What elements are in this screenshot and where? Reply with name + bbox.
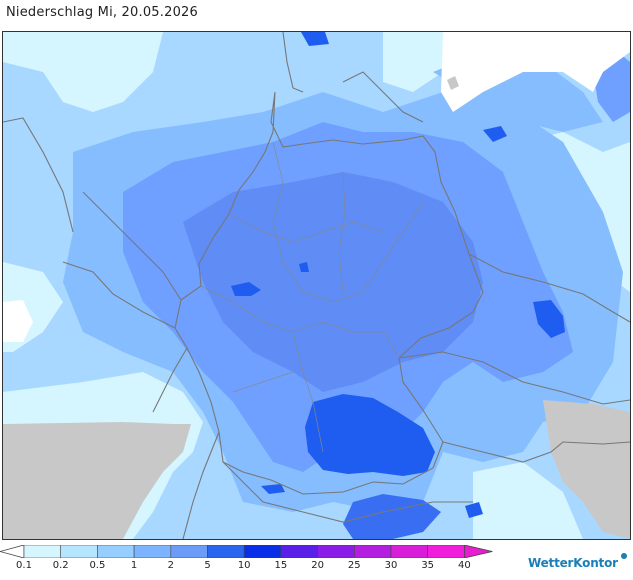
no-data-southeast bbox=[543, 400, 630, 539]
map-title: Niederschlag Mi, 20.05.2026 bbox=[6, 5, 198, 20]
legend-label: 40 bbox=[458, 560, 471, 571]
legend-swatch bbox=[60, 545, 98, 558]
region-lightest-baltic bbox=[383, 32, 443, 92]
heavy-rain-east bbox=[533, 300, 565, 338]
heavy-rain-north bbox=[301, 32, 329, 46]
state-border-6 bbox=[232, 371, 294, 393]
region-lightest-southeast bbox=[473, 462, 583, 539]
no-data-baltic bbox=[441, 32, 630, 112]
legend-swatch bbox=[317, 545, 355, 558]
legend-swatch bbox=[427, 545, 465, 558]
state-border-3 bbox=[200, 285, 400, 359]
legend-label: 5 bbox=[204, 560, 211, 571]
legend-swatch bbox=[243, 545, 282, 558]
brand-logo-text: WetterKontor bbox=[528, 556, 618, 570]
legend-swatch bbox=[170, 545, 208, 558]
legend-swatch bbox=[390, 545, 429, 558]
legend-label: 25 bbox=[347, 560, 361, 571]
border-poland-czech bbox=[468, 253, 630, 323]
legend-swatch bbox=[97, 545, 135, 558]
legend-label: 20 bbox=[311, 560, 324, 571]
heavy-rain-baltic bbox=[483, 126, 507, 142]
state-borders bbox=[200, 141, 424, 453]
border-france-switzerland bbox=[182, 431, 220, 539]
legend-swatch bbox=[207, 545, 245, 558]
legend-label: 10 bbox=[237, 560, 251, 571]
border-luxembourg bbox=[152, 347, 188, 413]
heavy-rain-austria bbox=[465, 502, 483, 518]
heavy-rain-southwest bbox=[261, 484, 285, 494]
state-border-1 bbox=[272, 141, 424, 303]
brand-mark-icon bbox=[621, 553, 627, 559]
precipitation-map bbox=[2, 31, 631, 540]
legend-swatch bbox=[353, 545, 392, 558]
border-denmark bbox=[282, 32, 304, 93]
legend-arrow-high bbox=[463, 545, 493, 558]
heavy-rain-bavaria bbox=[305, 394, 435, 476]
legend-label: 0.5 bbox=[89, 560, 106, 571]
legend-arrow-low bbox=[0, 545, 25, 558]
border-netherlands bbox=[82, 191, 182, 301]
legend-label: 2 bbox=[167, 560, 174, 571]
legend-label: 30 bbox=[384, 560, 398, 571]
legend-swatch bbox=[133, 545, 172, 558]
border-czech-austria bbox=[398, 351, 630, 405]
no-data-southwest bbox=[3, 422, 191, 539]
legend-label: 0.1 bbox=[16, 560, 32, 571]
legend-label: 1 bbox=[130, 560, 138, 571]
heavy-rain-central bbox=[231, 282, 261, 296]
island-grey bbox=[447, 76, 459, 90]
precipitation-map-canvas bbox=[3, 32, 630, 539]
heavy-rain-small bbox=[299, 262, 309, 272]
region-lightest-northwest bbox=[3, 32, 163, 112]
legend-label: 0.2 bbox=[52, 560, 69, 571]
legend-color-bar bbox=[0, 545, 493, 558]
region-core bbox=[183, 172, 483, 392]
coastline-west bbox=[3, 117, 74, 233]
precipitation-legend: 0.1 0.2 0.5 1 2 5 10 15 20 25 30 35 40 bbox=[0, 543, 633, 580]
country-borders bbox=[3, 32, 630, 539]
legend-swatch bbox=[23, 545, 62, 558]
state-border-2 bbox=[228, 213, 384, 243]
state-border-4 bbox=[338, 171, 346, 293]
legend-labels: 0.1 0.2 0.5 1 2 5 10 15 20 25 30 35 40 bbox=[0, 560, 505, 574]
coastline-baltic bbox=[342, 71, 424, 123]
border-belgium bbox=[62, 261, 176, 329]
border-germany bbox=[174, 91, 484, 495]
state-border-5 bbox=[292, 331, 324, 453]
legend-swatch bbox=[280, 545, 318, 558]
legend-label: 15 bbox=[274, 560, 288, 571]
border-alps bbox=[222, 461, 473, 523]
border-austria-hungary bbox=[442, 441, 630, 463]
no-data-west-edge bbox=[3, 300, 33, 342]
legend-label: 35 bbox=[421, 560, 435, 571]
